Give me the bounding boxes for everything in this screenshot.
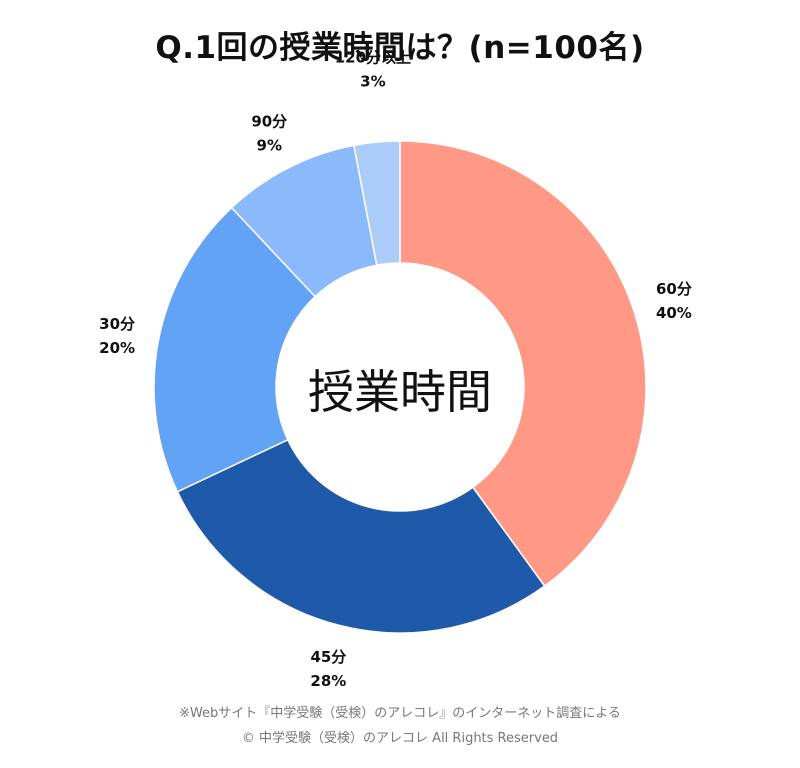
chart-title: Q.1回の授業時間は？(n=100名) (155, 30, 645, 66)
slice-percent-2: 20% (99, 339, 135, 357)
center-label: 授業時間 (308, 365, 492, 419)
slice-2 (153, 206, 317, 493)
slice-label-4: 120分以上 (335, 48, 411, 66)
slice-0 (399, 140, 647, 588)
source-note: ※Webサイト『中学受験（受検）のアレコレ』のインターネット調査による (179, 706, 621, 721)
slice-4 (353, 140, 401, 267)
slice-1 (176, 438, 546, 634)
chart-labels: 60分 40% 45分 28% 30分 20% 90分 9% 120分以上 3% (99, 48, 692, 690)
slice-percent-3: 9% (257, 136, 282, 154)
slice-percent-1: 28% (310, 672, 346, 690)
copyright-note: © 中学受験（受検）のアレコレ All Rights Reserved (241, 731, 559, 746)
slice-label-0: 60分 (656, 280, 692, 298)
slice-label-2: 30分 (99, 315, 135, 333)
slice-label-3: 90分 (251, 112, 287, 130)
slice-label-1: 45分 (310, 648, 346, 666)
chart-slices (153, 140, 647, 634)
slice-percent-0: 40% (656, 304, 692, 322)
slice-percent-4: 3% (360, 72, 385, 90)
